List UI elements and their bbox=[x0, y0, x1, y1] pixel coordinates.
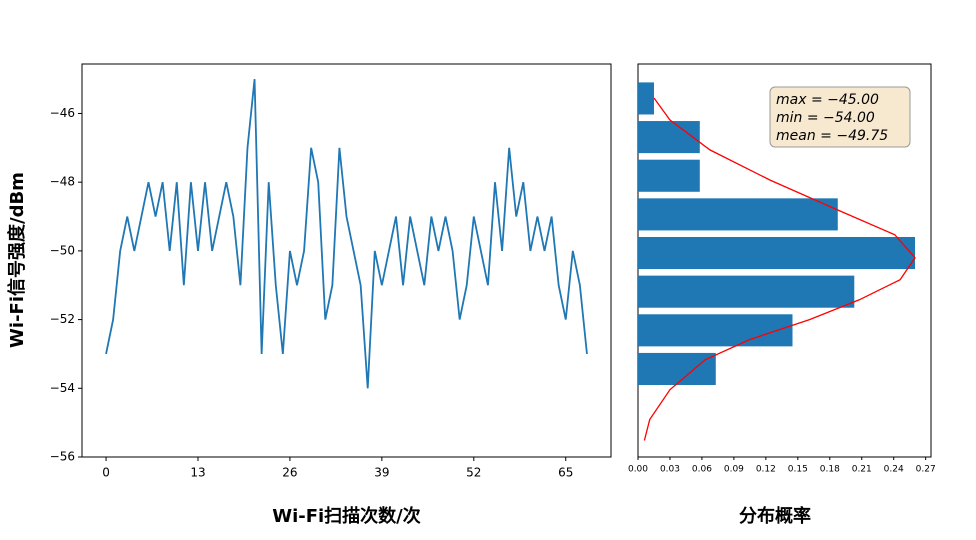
y-tick-label: −46 bbox=[50, 106, 75, 120]
x-tick-label: 0.12 bbox=[756, 465, 776, 475]
x-tick-label: 0.00 bbox=[628, 465, 648, 475]
x-tick-label: 0.06 bbox=[692, 465, 712, 475]
hist-bar bbox=[638, 236, 916, 270]
hist-bar bbox=[638, 82, 654, 115]
x-tick-label: 0.27 bbox=[916, 465, 936, 475]
y-axis-label: Wi-Fi信号强度/dBm bbox=[6, 172, 28, 348]
x-tick-label: 52 bbox=[466, 466, 481, 480]
y-tick-label: −54 bbox=[50, 381, 75, 395]
x-tick-label: 0.18 bbox=[820, 465, 840, 475]
y-tick-label: −52 bbox=[50, 312, 75, 326]
x-tick-label: 0 bbox=[102, 466, 110, 480]
stats-text: min = −54.00 bbox=[776, 110, 875, 126]
signal-line bbox=[105, 79, 588, 389]
stats-text: mean = −49.75 bbox=[776, 128, 888, 144]
x-tick-label: 13 bbox=[190, 466, 205, 480]
hist-bar bbox=[638, 159, 700, 192]
x-tick-label: 0.21 bbox=[852, 465, 872, 475]
x-tick-label: 26 bbox=[282, 466, 297, 480]
fit-curve bbox=[643, 97, 916, 441]
x-tick-label: 0.09 bbox=[724, 465, 744, 475]
hist-bar bbox=[638, 314, 793, 347]
x-tick-label: 0.15 bbox=[788, 465, 808, 475]
y-tick-label: −56 bbox=[50, 450, 75, 464]
y-tick-label: −48 bbox=[50, 175, 75, 189]
stats-text: max = −45.00 bbox=[776, 92, 879, 108]
stats-box bbox=[769, 86, 911, 148]
x-axis-label: 分布概率 bbox=[739, 505, 811, 527]
x-tick-label: 0.03 bbox=[660, 465, 680, 475]
hist-bar bbox=[638, 198, 838, 231]
x-axis-label: Wi-Fi扫描次数/次 bbox=[272, 505, 421, 527]
x-tick-label: 39 bbox=[374, 466, 389, 480]
hist-bar bbox=[638, 352, 716, 386]
y-tick-label: −50 bbox=[50, 243, 75, 257]
hist-bar bbox=[638, 275, 855, 308]
plot-frame bbox=[81, 63, 612, 458]
hist-bar bbox=[638, 121, 700, 154]
x-tick-label: 0.24 bbox=[884, 465, 904, 475]
x-tick-label: 65 bbox=[558, 466, 573, 480]
